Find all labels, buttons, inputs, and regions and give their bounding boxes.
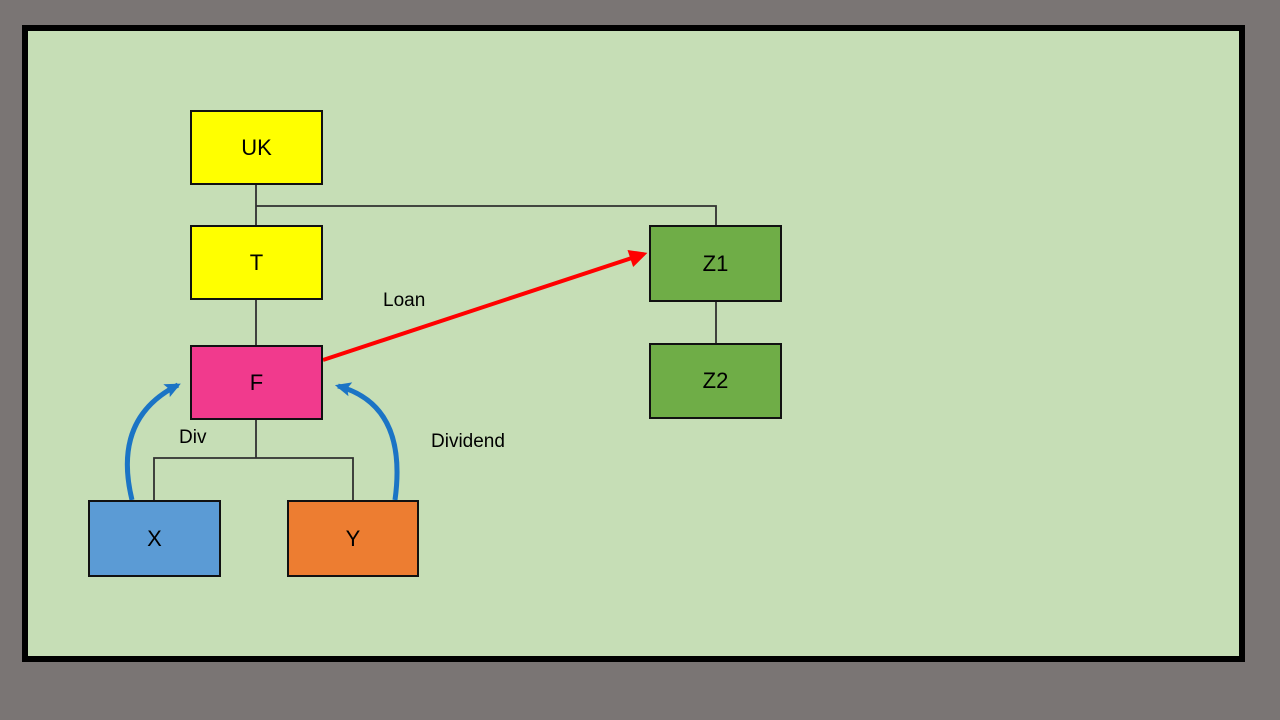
- loan-label: Loan: [383, 290, 426, 311]
- node-x-label: X: [147, 525, 162, 551]
- node-f: F: [190, 345, 323, 420]
- node-uk: UK: [190, 110, 323, 185]
- node-z1-label: Z1: [702, 250, 729, 276]
- node-x: X: [88, 500, 221, 577]
- div-label: Div: [179, 427, 207, 448]
- node-y-label: Y: [345, 525, 361, 551]
- node-z2: Z2: [649, 343, 782, 419]
- node-y: Y: [287, 500, 419, 577]
- node-uk-label: UK: [241, 134, 272, 160]
- node-t-label: T: [249, 249, 264, 275]
- node-z2-label: Z2: [702, 368, 729, 393]
- dividend-label: Dividend: [431, 431, 505, 452]
- node-f-label: F: [249, 369, 264, 395]
- node-t: T: [190, 225, 323, 300]
- node-z1: Z1: [649, 225, 782, 302]
